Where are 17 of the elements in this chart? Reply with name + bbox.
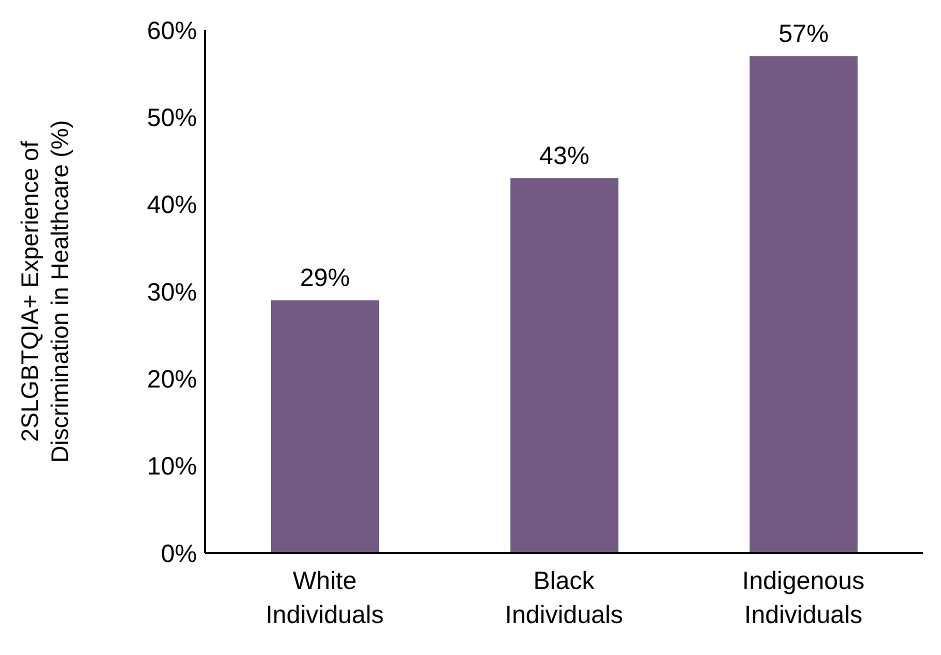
y-tick-label: 60% (146, 16, 197, 45)
x-tick-label: Black Individuals (504, 567, 624, 629)
data-label: 29% (300, 264, 350, 292)
y-axis-title: 2SLGBTQIA+ Experience of Discrimination in Healthcare (%) (17, 120, 74, 463)
y-tick-label: 30% (146, 278, 197, 306)
x-tick-label: Indigenous Individuals (742, 567, 864, 629)
y-tick-label: 20% (146, 366, 197, 394)
bar (510, 178, 618, 553)
y-tick-label: 0% (160, 540, 197, 568)
bar (750, 56, 858, 553)
x-tick-label: White Individuals (266, 567, 384, 629)
y-tick-label: 50% (146, 104, 197, 132)
y-tick-label: 40% (146, 191, 197, 220)
y-tick-label: 10% (146, 452, 197, 481)
data-label: 43% (539, 142, 590, 170)
bar (271, 300, 379, 553)
data-label: 57% (778, 20, 829, 48)
